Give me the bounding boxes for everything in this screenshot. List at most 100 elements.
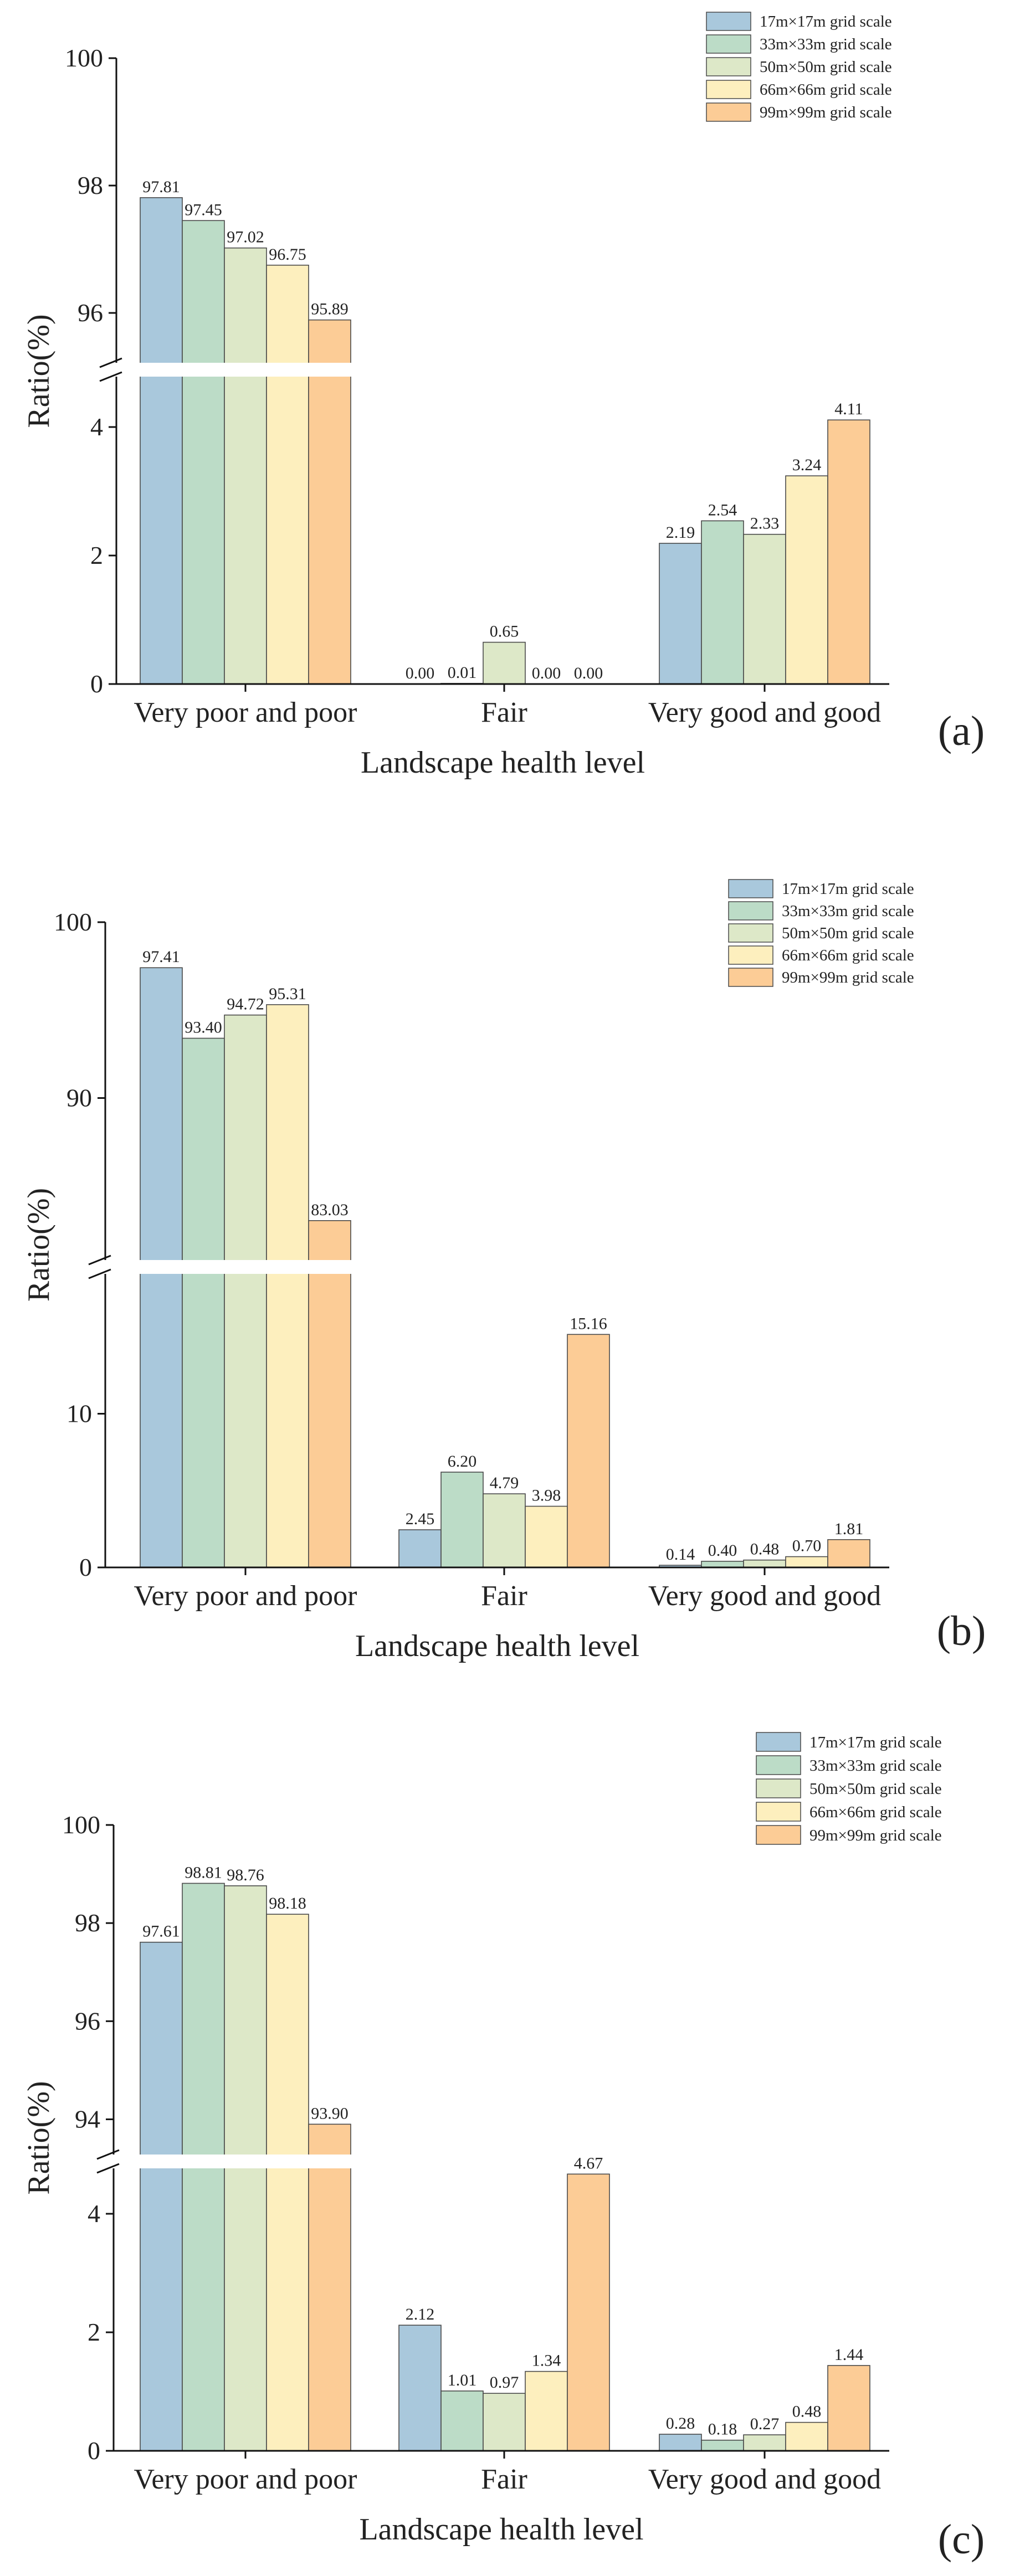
bar-66m-66m-grid-scale-1 [266, 1914, 309, 2451]
bar-99m-99m-grid-scale-1 [308, 319, 351, 685]
y-tick-label: 4 [88, 2199, 100, 2228]
legend-label: 66m×66m grid scale [809, 1803, 942, 1821]
legend-label: 99m×99m grid scale [782, 969, 914, 986]
legend-label: 33m×33m grid scale [782, 902, 914, 920]
y-axis-title: Ratio(%) [22, 1188, 56, 1302]
value-label: 0.00 [406, 664, 435, 682]
panel-label: (a) [938, 708, 985, 754]
value-label: 0.00 [574, 664, 603, 682]
x-category-label: Fair [481, 1580, 527, 1612]
legend-swatch [728, 923, 773, 943]
chart-a-svg: 97.81 0.00 2.19 97.45 0.01 2.54 97.02 0.65 2.33 9… [22, 12, 985, 780]
legend-label: 17m×17m grid scale [782, 880, 914, 898]
bar-99m-99m-grid-scale-3 [827, 2365, 870, 2451]
value-label: 4.67 [574, 2154, 603, 2172]
legend-label: 66m×66m grid scale [760, 81, 892, 99]
bar-50m-50m-grid-scale-3 [743, 2434, 786, 2451]
bar-99m-99m-grid-scale-1 [308, 2123, 351, 2451]
bar-33m-33m-grid-scale-2 [440, 1472, 484, 1568]
x-axis-title: Landscape health level [355, 1629, 639, 1663]
value-label: 0.01 [448, 664, 477, 682]
value-label: 2.45 [406, 1510, 435, 1528]
bar-66m-66m-grid-scale-1 [266, 1004, 309, 1568]
x-category-label: Very good and good [648, 697, 881, 728]
value-label: 94.72 [227, 995, 264, 1014]
y-tick-label: 10 [66, 1400, 92, 1428]
x-axis-title: Landscape health level [361, 745, 645, 780]
value-label: 0.14 [666, 1545, 695, 1564]
legend-swatch [706, 12, 751, 31]
value-label: 97.41 [142, 948, 180, 966]
bar-33m-33m-grid-scale-3 [701, 2439, 744, 2451]
legend-label: 50m×50m grid scale [760, 58, 892, 76]
legend-swatch [756, 1802, 801, 1822]
y-tick-label: 2 [88, 2318, 100, 2346]
legend-swatch [756, 1778, 801, 1798]
value-label: 2.33 [750, 515, 780, 533]
bar-99m-99m-grid-scale-2 [567, 2173, 610, 2451]
chart-panel-b: 97.41 2.45 0.14 93.40 6.20 0.40 94.72 4.79 0.48 9… [0, 858, 1030, 1717]
value-label: 3.98 [532, 1487, 561, 1505]
y-tick-label: 2 [90, 541, 103, 569]
value-label: 15.16 [570, 1314, 607, 1333]
y-tick-label: 90 [66, 1084, 92, 1112]
value-label: 0.28 [666, 2414, 695, 2433]
bar-66m-66m-grid-scale-3 [785, 475, 828, 685]
legend-swatch [706, 102, 751, 122]
chart-b-svg: 97.41 2.45 0.14 93.40 6.20 0.40 94.72 4.79 0.48 9… [22, 879, 986, 1663]
bar-17m-17m-grid-scale-3 [659, 543, 702, 685]
bar-17m-17m-grid-scale-3 [659, 2434, 702, 2451]
legend-label: 50m×50m grid scale [809, 1780, 942, 1798]
bar-33m-33m-grid-scale-3 [701, 520, 744, 685]
y-tick-label: 98 [78, 171, 103, 199]
legend-label: 99m×99m grid scale [760, 104, 892, 121]
value-label: 0.48 [750, 1540, 780, 1559]
y-tick-label: 100 [54, 908, 92, 936]
value-label: 96.75 [269, 245, 306, 264]
legend-swatch [728, 879, 773, 898]
value-label: 98.81 [185, 1863, 222, 1881]
axis-break-mark [88, 1254, 111, 1266]
value-label: 0.48 [792, 2403, 822, 2421]
legend-label: 50m×50m grid scale [782, 924, 914, 942]
bar-17m-17m-grid-scale-1 [140, 1941, 183, 2451]
legend-label: 17m×17m grid scale [760, 13, 892, 30]
axis-break-mark [99, 371, 122, 382]
value-label: 1.44 [834, 2346, 864, 2364]
legend-swatch [706, 80, 751, 99]
bar-17m-17m-grid-scale-1 [140, 197, 183, 685]
bar-50m-50m-grid-scale-2 [483, 641, 526, 685]
x-category-label: Fair [481, 697, 527, 728]
bar-33m-33m-grid-scale-2 [440, 2390, 484, 2451]
y-tick-label: 0 [90, 670, 103, 698]
y-tick-label: 4 [90, 413, 103, 441]
axis-break-mark [88, 1268, 111, 1279]
bar-33m-33m-grid-scale-1 [182, 220, 225, 685]
value-label: 6.20 [448, 1452, 477, 1470]
value-label: 4.11 [834, 400, 863, 418]
bar-50m-50m-grid-scale-1 [224, 1014, 267, 1568]
y-tick-label: 96 [75, 2007, 100, 2035]
value-label: 2.19 [666, 523, 695, 542]
y-axis-title: Ratio(%) [22, 314, 56, 428]
bar-99m-99m-grid-scale-3 [827, 1539, 870, 1568]
value-label: 2.12 [406, 2305, 435, 2323]
y-tick-label: 0 [79, 1553, 92, 1581]
bar-50m-50m-grid-scale-3 [743, 533, 786, 685]
bar-99m-99m-grid-scale-2 [567, 1334, 610, 1568]
chart-panel-c: 97.61 2.12 0.28 98.81 1.01 0.18 98.76 0.97 0.27 9… [0, 1717, 1030, 2575]
y-tick-label: 96 [78, 299, 103, 327]
value-label: 83.03 [311, 1201, 349, 1219]
value-label: 0.00 [532, 664, 561, 682]
value-label: 0.40 [708, 1541, 737, 1560]
legend-label: 66m×66m grid scale [782, 947, 914, 964]
value-label: 1.81 [834, 1520, 864, 1538]
value-label: 97.45 [185, 200, 222, 219]
bar-50m-50m-grid-scale-1 [224, 247, 267, 685]
legend-label: 33m×33m grid scale [809, 1757, 942, 1775]
chart-panel-a: 97.81 0.00 2.19 97.45 0.01 2.54 97.02 0.65 2.33 9… [0, 0, 1030, 858]
value-label: 95.31 [269, 985, 306, 1003]
legend-swatch [728, 945, 773, 965]
bar-50m-50m-grid-scale-2 [483, 2393, 526, 2451]
value-label: 93.40 [185, 1019, 222, 1037]
